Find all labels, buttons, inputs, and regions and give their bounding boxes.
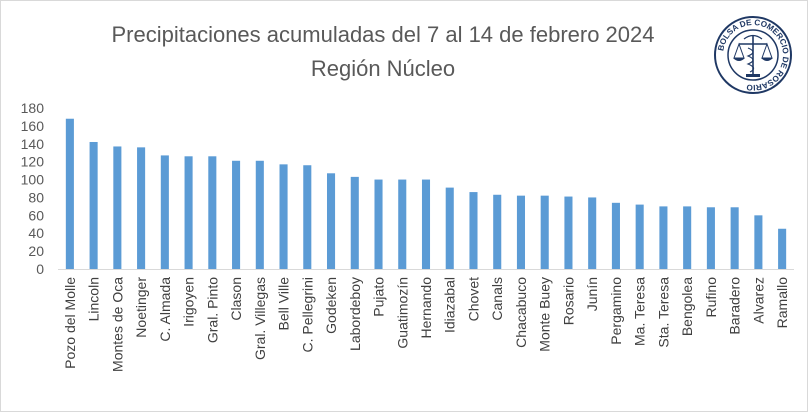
x-tick-label: Noetinger (133, 277, 149, 338)
x-tick-label: Irigoyen (181, 277, 197, 327)
y-tick-label: 140 (21, 136, 45, 152)
x-tick-label: Ramallo (774, 277, 790, 329)
bar (564, 196, 573, 269)
y-tick-label: 120 (21, 154, 45, 170)
x-tick-label: Ma. Teresa (632, 277, 648, 346)
bar (184, 156, 193, 269)
x-tick-label: Idiazabal (442, 277, 458, 333)
x-tick-label: Godeken (323, 277, 339, 334)
bar (540, 195, 549, 269)
bar (611, 202, 620, 269)
x-tick-label: Pujato (371, 277, 387, 317)
x-tick-label: Baradero (727, 277, 743, 335)
x-tick-label: Guatimozín (394, 277, 410, 349)
x-tick-label: Gral. Villegas (252, 277, 268, 360)
x-tick-label: Chacabuco (513, 277, 529, 348)
x-tick-label: Bell Ville (276, 277, 292, 331)
bar (730, 207, 739, 269)
bar (374, 179, 383, 269)
bar (445, 187, 454, 269)
x-tick-label: Chovet (465, 277, 481, 321)
x-tick-label: Labordeboy (347, 277, 363, 351)
y-tick-label: 0 (36, 261, 44, 277)
bar (683, 206, 692, 269)
x-tick-label: Bengolea (679, 277, 695, 336)
chart-subtitle: Región Núcleo (310, 56, 456, 81)
x-tick-label: Rosario (560, 277, 576, 325)
x-tick-label: Alvarez (750, 277, 766, 324)
bar (350, 176, 359, 269)
bar (279, 164, 288, 269)
bar (255, 160, 264, 269)
x-tick-label: Monte Buey (537, 277, 553, 352)
bar (232, 160, 241, 269)
bar (303, 165, 312, 269)
y-tick-label: 80 (28, 189, 44, 205)
bar (137, 147, 146, 269)
bars (65, 118, 787, 269)
x-tick-label: Clason (228, 277, 244, 321)
bar (493, 194, 502, 269)
x-axis-labels: Pozo del Molle Lincoln Montes de Oca Noetin… (62, 277, 790, 372)
y-tick-label: 60 (28, 207, 44, 223)
bar (516, 195, 526, 269)
bar (89, 141, 98, 269)
chart-title: Precipitaciones acumuladas del 7 al 14 d… (111, 22, 655, 47)
y-tick-label: 100 (21, 172, 45, 188)
x-tick-label: Canals (489, 277, 505, 321)
x-tick-label: Junín (584, 277, 600, 311)
x-tick-label: Pozo del Molle (62, 277, 78, 369)
x-tick-label: Lincoln (86, 277, 102, 321)
bar (113, 146, 122, 269)
bar (65, 118, 74, 269)
bar (326, 173, 336, 269)
x-tick-label: Sta. Teresa (655, 277, 671, 348)
y-tick-label: 20 (28, 243, 44, 259)
x-tick-label: Rufino (703, 277, 719, 318)
bar (706, 207, 715, 269)
bar (588, 197, 597, 269)
x-tick-label: Gral. Pinto (204, 277, 220, 343)
y-tick-label: 180 (21, 100, 45, 116)
bar (754, 215, 763, 269)
bar (778, 228, 787, 269)
bolsa-comercio-logo: BOLSA DE COMERCIO DE ROSARIO (714, 16, 792, 94)
bar (421, 179, 431, 269)
bar (208, 156, 217, 269)
x-tick-label: Pergamino (608, 277, 624, 345)
bar (398, 179, 407, 269)
x-tick-label: Hernando (418, 277, 434, 339)
y-tick-label: 40 (28, 225, 44, 241)
bar (160, 155, 169, 269)
x-tick-label: C. Almada (157, 277, 173, 342)
bar (659, 206, 668, 269)
y-tick-label: 160 (21, 118, 45, 134)
bar (635, 204, 644, 269)
x-tick-label: C. Pellegrini (299, 277, 315, 352)
x-tick-label: Montes de Oca (109, 277, 125, 372)
bar (469, 192, 478, 269)
